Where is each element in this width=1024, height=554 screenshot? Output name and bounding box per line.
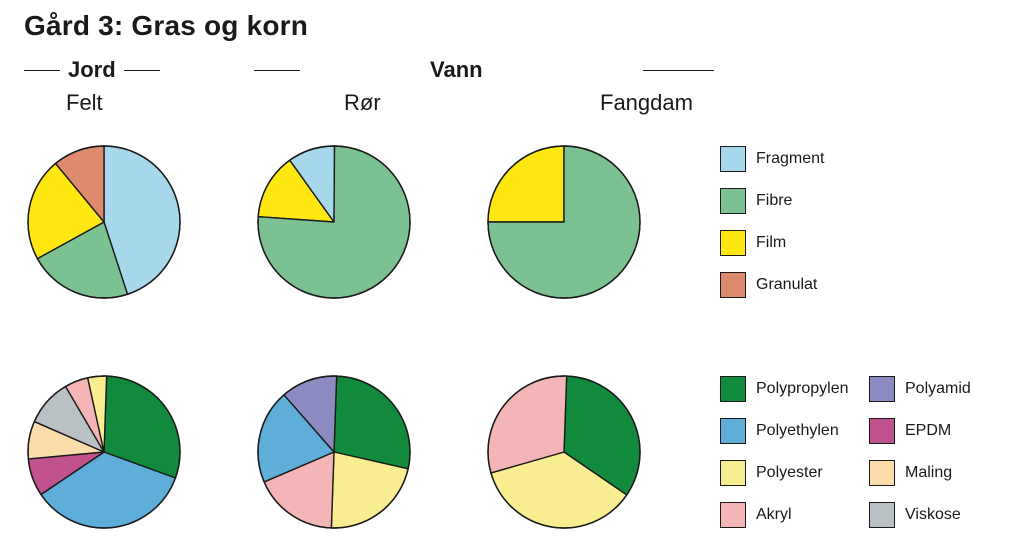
legend-item-viskose: Viskose bbox=[869, 502, 1014, 528]
col-ror: Rør bbox=[296, 90, 574, 116]
legend-row2: Polypropylen Polyamid Polyethylen EPDM Polye… bbox=[714, 376, 1014, 528]
legend-swatch-epdm bbox=[869, 418, 895, 444]
legend-item-fibre: Fibre bbox=[720, 188, 1014, 214]
legend-item-fragment: Fragment bbox=[720, 146, 1014, 172]
legend-item-polyamid: Polyamid bbox=[869, 376, 1014, 402]
pie-r1-felt bbox=[24, 142, 254, 302]
legend-label-akryl: Akryl bbox=[756, 506, 792, 524]
legend-swatch-viskose bbox=[869, 502, 895, 528]
legend-label-maling: Maling bbox=[905, 464, 952, 482]
legend-swatch-granulat bbox=[720, 272, 746, 298]
legend-label-polyamid: Polyamid bbox=[905, 380, 971, 398]
legend-swatch-akryl bbox=[720, 502, 746, 528]
legend-label-fibre: Fibre bbox=[756, 192, 792, 210]
legend-item-epdm: EPDM bbox=[869, 418, 1014, 444]
rule bbox=[124, 70, 160, 71]
chart-grid: Fragment Fibre Film Granulat Polypropylen Po… bbox=[24, 122, 1000, 552]
legend-item-polyester: Polyester bbox=[720, 460, 865, 486]
pie-r2-felt bbox=[24, 372, 254, 532]
pie-slice-film bbox=[488, 146, 564, 222]
pie-r2-fangdam bbox=[484, 372, 714, 532]
col-fangdam: Fangdam bbox=[574, 90, 830, 116]
legend-label-viskose: Viskose bbox=[905, 506, 961, 524]
rule bbox=[643, 70, 714, 71]
pie-r1-fangdam bbox=[484, 142, 714, 302]
legend-row1: Fragment Fibre Film Granulat bbox=[714, 146, 1014, 298]
legend-item-film: Film bbox=[720, 230, 1014, 256]
legend-swatch-polyamid bbox=[869, 376, 895, 402]
section-vann: Vann bbox=[254, 57, 714, 83]
legend-label-granulat: Granulat bbox=[756, 276, 817, 294]
legend-item-granulat: Granulat bbox=[720, 272, 1014, 298]
legend-swatch-polypropylen bbox=[720, 376, 746, 402]
legend-label-film: Film bbox=[756, 234, 786, 252]
pie-r1-ror bbox=[254, 142, 484, 302]
page: Gård 3: Gras og korn Jord Vann Felt Rør … bbox=[0, 0, 1024, 554]
legend-swatch-fragment bbox=[720, 146, 746, 172]
legend-label-fragment: Fragment bbox=[756, 150, 824, 168]
col-felt: Felt bbox=[24, 90, 296, 116]
legend-item-akryl: Akryl bbox=[720, 502, 865, 528]
legend-swatch-polyethylen bbox=[720, 418, 746, 444]
legend-label-polypropylen: Polypropylen bbox=[756, 380, 849, 398]
section-jord-label: Jord bbox=[60, 57, 124, 83]
pie-r2-ror bbox=[254, 372, 484, 532]
legend-label-polyester: Polyester bbox=[756, 464, 823, 482]
rule bbox=[254, 70, 300, 71]
legend-swatch-fibre bbox=[720, 188, 746, 214]
section-vann-label: Vann bbox=[300, 57, 643, 83]
legend-item-polyethylen: Polyethylen bbox=[720, 418, 865, 444]
legend-item-maling: Maling bbox=[869, 460, 1014, 486]
section-headers: Jord Vann bbox=[24, 56, 1000, 84]
legend-label-polyethylen: Polyethylen bbox=[756, 422, 839, 440]
legend-item-polypropylen: Polypropylen bbox=[720, 376, 865, 402]
legend-swatch-polyester bbox=[720, 460, 746, 486]
section-jord: Jord bbox=[24, 57, 254, 83]
rule bbox=[24, 70, 60, 71]
column-headers: Felt Rør Fangdam bbox=[24, 90, 1000, 116]
legend-label-epdm: EPDM bbox=[905, 422, 951, 440]
page-title: Gård 3: Gras og korn bbox=[24, 10, 1000, 42]
legend-swatch-film bbox=[720, 230, 746, 256]
legend-swatch-maling bbox=[869, 460, 895, 486]
